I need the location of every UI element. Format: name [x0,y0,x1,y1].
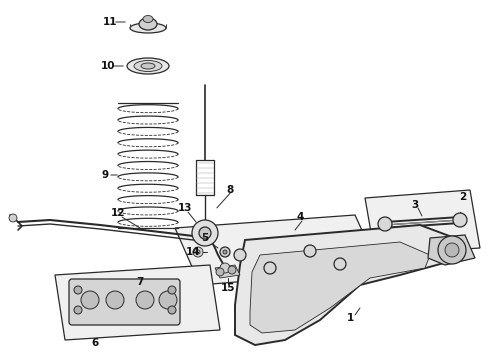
Circle shape [234,249,246,261]
Circle shape [159,291,177,309]
Text: 10: 10 [101,61,115,71]
Circle shape [106,291,124,309]
Circle shape [74,306,82,314]
Ellipse shape [139,18,157,30]
Circle shape [220,247,230,257]
Text: 8: 8 [226,185,234,195]
Ellipse shape [143,15,153,23]
Circle shape [445,243,459,257]
Ellipse shape [130,23,166,33]
Text: 13: 13 [178,203,192,213]
Circle shape [74,286,82,294]
Circle shape [228,266,236,274]
Ellipse shape [141,63,155,69]
Polygon shape [235,225,460,345]
Text: 15: 15 [221,283,235,293]
Text: 5: 5 [201,233,209,243]
Polygon shape [250,242,430,333]
Circle shape [453,213,467,227]
Text: 4: 4 [296,212,304,222]
Text: 12: 12 [111,208,125,218]
Text: 11: 11 [103,17,117,27]
Circle shape [9,214,17,222]
Circle shape [205,233,215,243]
Circle shape [168,286,176,294]
Ellipse shape [127,58,169,74]
Circle shape [223,250,227,254]
Circle shape [264,262,276,274]
Circle shape [136,291,154,309]
Text: 7: 7 [136,277,144,287]
Polygon shape [175,215,380,285]
FancyBboxPatch shape [69,279,180,325]
Circle shape [194,222,216,244]
Circle shape [304,245,316,257]
Text: 6: 6 [91,338,98,348]
Polygon shape [365,190,480,255]
Circle shape [168,306,176,314]
Text: 14: 14 [186,247,200,257]
Circle shape [192,220,218,246]
Circle shape [193,247,203,257]
Text: 9: 9 [101,170,109,180]
Circle shape [199,227,211,239]
Text: 1: 1 [346,313,354,323]
Circle shape [81,291,99,309]
Circle shape [438,236,466,264]
Ellipse shape [134,60,162,72]
Polygon shape [55,265,220,340]
Polygon shape [215,265,240,278]
Circle shape [216,268,224,276]
Polygon shape [428,235,475,265]
Text: 3: 3 [412,200,418,210]
Circle shape [220,263,230,273]
Circle shape [378,217,392,231]
Text: 2: 2 [459,192,466,202]
Circle shape [334,258,346,270]
